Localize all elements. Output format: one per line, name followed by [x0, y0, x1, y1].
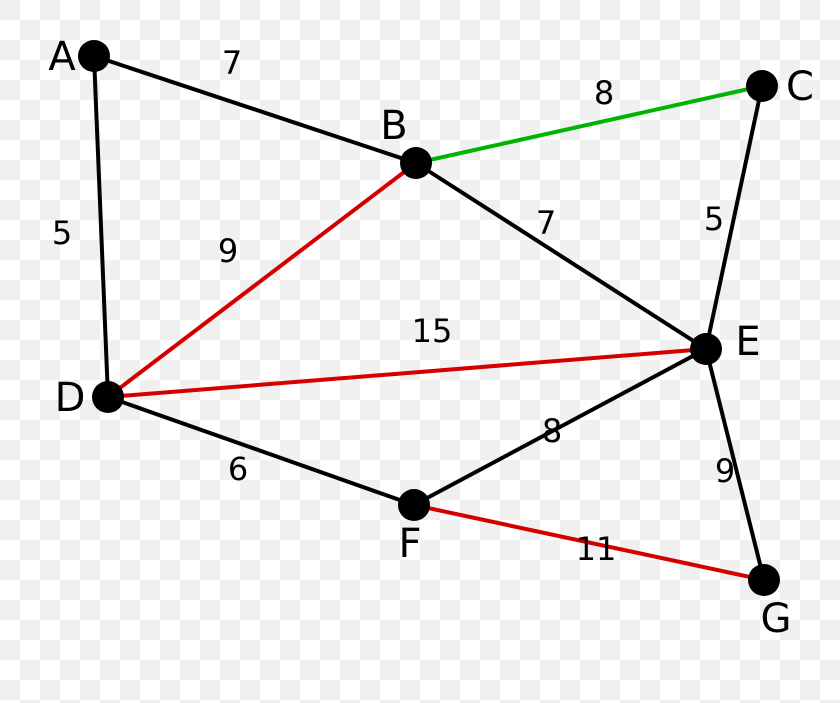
- edge-weight-B-D: 9: [218, 232, 238, 270]
- node-label-E: E: [735, 319, 760, 365]
- node-label-D: D: [55, 375, 86, 421]
- node-D: [92, 381, 124, 413]
- node-label-G: G: [761, 596, 792, 642]
- node-label-C: C: [786, 64, 814, 110]
- node-C: [746, 70, 778, 102]
- edge-weight-E-F: 8: [542, 412, 562, 450]
- edge-weight-B-C: 8: [594, 74, 614, 112]
- node-label-B: B: [380, 103, 407, 149]
- edge-weight-A-B: 7: [222, 44, 242, 82]
- node-F: [398, 489, 430, 521]
- node-E: [690, 333, 722, 365]
- node-B: [400, 147, 432, 179]
- node-A: [78, 40, 110, 72]
- edge-weight-D-E: 15: [412, 312, 453, 350]
- edge-weight-C-E: 5: [704, 200, 724, 238]
- edge-weight-F-G: 11: [576, 530, 617, 568]
- edge-weight-B-E: 7: [536, 204, 556, 242]
- edge-weight-A-D: 5: [52, 214, 72, 252]
- node-G: [748, 564, 780, 596]
- graph-canvas: 7 5 8 9 7 5 15 6 8 9 11 A B C D E F G: [0, 0, 840, 703]
- edge-weight-D-F: 6: [228, 450, 248, 488]
- node-label-F: F: [398, 521, 421, 567]
- node-label-A: A: [48, 34, 76, 80]
- edge-weight-E-G: 9: [715, 452, 735, 490]
